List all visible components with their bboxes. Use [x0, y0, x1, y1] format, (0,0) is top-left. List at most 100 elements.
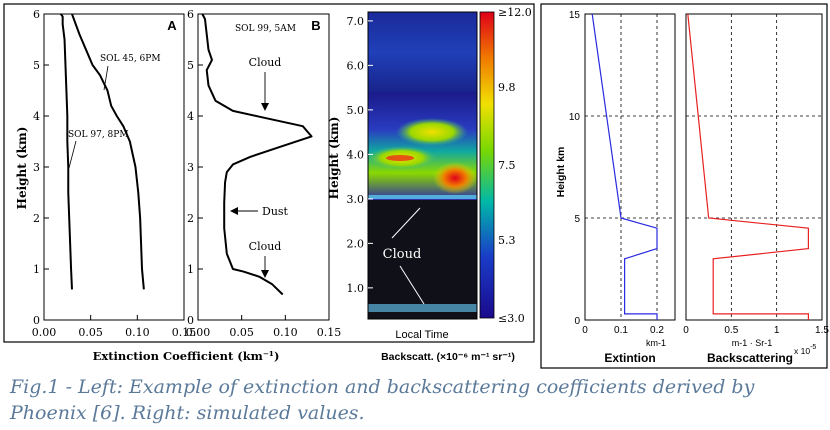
figure-svg: 0 1 2 3 4 5 6 0.00 0.05 0.10 0.15 A SOL 45, 6PM S…: [3, 3, 829, 369]
y-tick-label: 0: [33, 314, 40, 327]
y-tick-label: 3: [187, 161, 194, 174]
y-tick-label: 6: [33, 8, 40, 21]
series-line: [71, 13, 145, 290]
annotation-cloud-lower: Cloud: [249, 240, 282, 253]
y-tick-label: 6.0: [347, 59, 365, 72]
lidar-x-label: Local Time: [395, 329, 448, 341]
annotation-cloud-upper: Cloud: [249, 56, 282, 69]
y-tick-label: 4: [33, 110, 40, 123]
y-tick-label: 5: [187, 59, 194, 72]
annotation-sol99: SOL 99, 5AM: [235, 24, 296, 34]
colorbar: [479, 11, 495, 319]
y-tick-label: 2.0: [347, 237, 365, 250]
panel-a-y-ticks: 0 1 2 3 4 5 6: [33, 8, 49, 327]
lidar-upper-layer: [368, 12, 477, 92]
colorbar-tick-label: 5.3: [498, 234, 516, 247]
sim-extinction-panel: 0 5 10 15 0 0.1 0.2 Height km km-1 Extintion: [555, 10, 676, 365]
lidar-hotspot: [386, 155, 414, 161]
sim-ext-unit: km-1: [646, 338, 666, 348]
sim-back-exponent-power: -5: [810, 344, 816, 351]
panel-b: 0 1 2 3 4 5 6 0.00 0.05 0.10 0.15 B SOL 99, 5AM C…: [186, 8, 342, 339]
panel-b-plot-area: [197, 13, 330, 321]
y-tick-label: 7.0: [347, 15, 365, 28]
cloud-lower-arrowhead: [261, 270, 269, 278]
y-tick-label: 3: [33, 161, 40, 174]
colorbar-tick-label: ≤3.0: [498, 312, 525, 325]
lidar-frame: [367, 11, 478, 320]
panel-a-lines: [59, 13, 145, 290]
lidar-y-label: Height (km): [327, 117, 341, 200]
series-line: [201, 13, 313, 296]
annotation-dust: Dust: [262, 205, 289, 218]
panel-b-lines: [201, 13, 313, 296]
panel-b-letter: B: [311, 18, 320, 33]
panel-b-x-ticks: 0.00 0.05 0.10 0.15: [186, 315, 342, 339]
x-tick-label: 0.05: [229, 326, 254, 339]
y-tick-label: 5: [574, 214, 580, 225]
lidar-cloud-label: Cloud: [383, 247, 422, 262]
cloud-upper-arrowhead: [261, 103, 269, 111]
y-tick-label: 2: [187, 212, 194, 225]
annotation-sol97: SOL 97, 8PM: [68, 130, 129, 140]
colorbar-tick-label: ≥12.0: [498, 6, 532, 19]
panel-b-y-ticks: 0 1 2 3 4 5 6: [187, 8, 203, 327]
panel-a: 0 1 2 3 4 5 6 0.00 0.05 0.10 0.15 A SOL 45, 6PM S…: [15, 8, 196, 339]
y-tick-label: 4.0: [347, 148, 365, 161]
panel-a-x-ticks: 0.00 0.05 0.10 0.15: [32, 315, 197, 339]
y-tick-label: 2: [33, 212, 40, 225]
sim-back-grid: [686, 14, 823, 320]
figure-caption: Fig.1 - Left: Example of extinction and …: [10, 376, 755, 424]
right-figure-frame: [540, 3, 828, 369]
lidar-y-ticks: 1.0 2.0 3.0 4.0 5.0 6.0 7.0: [347, 15, 373, 295]
x-tick-label: 1.5: [815, 325, 829, 336]
shared-x-label: Extinction Coefficient (km⁻¹): [93, 349, 280, 363]
x-tick-label: 0.05: [78, 326, 103, 339]
lidar-cloud-arrow-lower: [399, 265, 425, 305]
y-tick-label: 4: [187, 110, 194, 123]
sim-back-title: Backscattering: [707, 351, 793, 365]
series-line: [59, 13, 73, 290]
x-tick-label: 0: [582, 325, 588, 336]
colorbar-tick-label: 9.8: [498, 81, 516, 94]
sim-back-line: [687, 13, 810, 320]
annotation-sol97-leader: [68, 140, 77, 169]
sim-back-plot-area: [685, 13, 823, 321]
colorbar-label: Backscatt. (×10⁻⁶ m⁻¹ sr⁻¹): [381, 351, 515, 363]
sim-ext-grid: [585, 14, 675, 320]
left-figure-frame: [3, 3, 535, 343]
annotation-sol45: SOL 45, 6PM: [100, 54, 161, 64]
sim-back-exponent: x 10-5: [794, 344, 816, 356]
x-tick-label: 0.15: [172, 326, 197, 339]
y-tick-label: 1.0: [347, 282, 365, 295]
y-tick-label: 3.0: [347, 193, 365, 206]
x-tick-label: 0.15: [317, 326, 342, 339]
sim-ext-title: Extintion: [604, 351, 655, 365]
y-tick-label: 15: [569, 10, 581, 21]
x-tick-label: 0.2: [650, 325, 664, 336]
lidar-cloud-edge: [368, 195, 477, 199]
dust-arrowhead: [230, 207, 238, 215]
sim-ext-y-ticks: 0 5 10 15: [569, 10, 581, 327]
y-tick-label: 5: [33, 59, 40, 72]
lidar-layer-patch: [396, 118, 468, 146]
sim-back-x-ticks: 0 0.5 1 1.5: [683, 325, 829, 336]
x-tick-label: 0.5: [724, 325, 738, 336]
y-tick-label: 0: [187, 314, 194, 327]
lidar-hotspot: [433, 162, 477, 194]
x-tick-label: 0.00: [32, 326, 57, 339]
lidar-cloud-arrow-upper: [391, 207, 421, 239]
lidar-surface-layer: [368, 304, 477, 312]
x-tick-label: 0.10: [125, 326, 150, 339]
sim-ext-line: [591, 13, 658, 320]
y-tick-label: 1: [33, 263, 40, 276]
sim-ext-x-ticks: 0 0.1 0.2: [582, 325, 664, 336]
y-tick-label: 6: [187, 8, 194, 21]
colorbar-ticks: ≥12.0 9.8 7.5 5.3 ≤3.0: [498, 6, 532, 325]
series-line: [687, 13, 810, 320]
panel-a-letter: A: [167, 18, 177, 33]
colorbar-tick-label: 7.5: [498, 159, 516, 172]
x-tick-label: 0: [683, 325, 689, 336]
x-tick-label: 1: [774, 325, 780, 336]
sim-back-exponent-base: x 10: [794, 346, 810, 356]
